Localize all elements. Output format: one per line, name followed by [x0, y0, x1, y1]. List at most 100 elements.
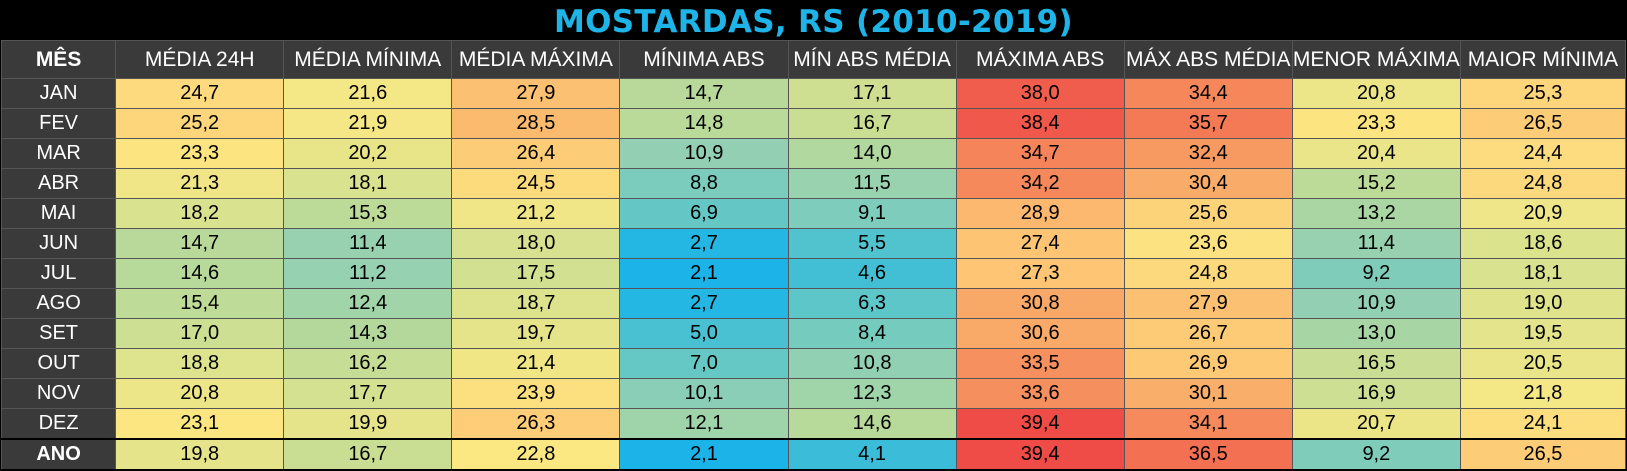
table-cell: 13,2: [1291, 198, 1461, 229]
table-row: MAI 18,2 15,3 21,2 6,9 9,1 28,9 25,6 13,2 20,9: [0, 198, 1627, 229]
table-row: DEZ 23,1 19,9 26,3 12,1 14,6 39,4 34,1 20,7 24,1: [0, 408, 1627, 440]
row-label: DEZ: [0, 408, 117, 440]
table-cell: 26,7: [1123, 318, 1293, 349]
table-cell: 18,1: [1459, 258, 1627, 289]
table-cell: 26,3: [451, 408, 621, 440]
table-cell: 15,3: [283, 198, 453, 229]
summary-row: ANO 19,8 16,7 22,8 2,1 4,1 39,4 36,5 9,2 26,5: [0, 438, 1627, 471]
column-header: MÍNIMA ABS: [619, 40, 789, 79]
table-cell: 25,3: [1459, 78, 1627, 109]
row-label: FEV: [0, 108, 117, 139]
row-label: SET: [0, 318, 117, 349]
table-cell: 10,8: [787, 348, 957, 379]
table-cell: 16,9: [1291, 378, 1461, 409]
table-cell: 38,4: [955, 108, 1125, 139]
row-label: AGO: [0, 288, 117, 319]
table-cell: 34,4: [1123, 78, 1293, 109]
row-label: NOV: [0, 378, 117, 409]
column-header: MÁXIMA ABS: [955, 40, 1125, 79]
table-cell: 16,7: [787, 108, 957, 139]
table-cell: 14,6: [787, 408, 957, 440]
table-cell: 17,0: [115, 318, 285, 349]
column-header: MENOR MÁXIMA: [1291, 40, 1461, 79]
table-cell: 22,8: [451, 438, 621, 471]
column-header: MAIOR MÍNIMA: [1459, 40, 1627, 79]
table-cell: 30,6: [955, 318, 1125, 349]
table-cell: 30,8: [955, 288, 1125, 319]
table-cell: 14,8: [619, 108, 789, 139]
table-row: JUN 14,7 11,4 18,0 2,7 5,5 27,4 23,6 11,4 18,6: [0, 228, 1627, 259]
table-cell: 14,0: [787, 138, 957, 169]
table-cell: 39,4: [955, 438, 1125, 471]
row-label: ANO: [0, 438, 117, 471]
row-label: JUL: [0, 258, 117, 289]
table-header: MÊS MÉDIA 24H MÉDIA MÍNIMA MÉDIA MÁXIMA MÍNI…: [0, 40, 1627, 79]
table-row: OUT 18,8 16,2 21,4 7,0 10,8 33,5 26,9 16,5 20,5: [0, 348, 1627, 379]
table-cell: 19,0: [1459, 288, 1627, 319]
table-cell: 7,0: [619, 348, 789, 379]
table-cell: 16,5: [1291, 348, 1461, 379]
table-cell: 11,4: [283, 228, 453, 259]
row-label: MAI: [0, 198, 117, 229]
table-cell: 24,7: [115, 78, 285, 109]
table-cell: 13,0: [1291, 318, 1461, 349]
table-cell: 11,4: [1291, 228, 1461, 259]
table-cell: 10,1: [619, 378, 789, 409]
table-cell: 6,9: [619, 198, 789, 229]
table-cell: 33,5: [955, 348, 1125, 379]
table-cell: 30,4: [1123, 168, 1293, 199]
table-row: JUL 14,6 11,2 17,5 2,1 4,6 27,3 24,8 9,2 18,1: [0, 258, 1627, 289]
table-cell: 24,8: [1123, 258, 1293, 289]
table-row: SET 17,0 14,3 19,7 5,0 8,4 30,6 26,7 13,0 19,5: [0, 318, 1627, 349]
table-cell: 33,6: [955, 378, 1125, 409]
table-cell: 25,6: [1123, 198, 1293, 229]
table-cell: 12,3: [787, 378, 957, 409]
table-cell: 27,9: [451, 78, 621, 109]
table-cell: 32,4: [1123, 138, 1293, 169]
table-cell: 20,8: [1291, 78, 1461, 109]
table-cell: 34,7: [955, 138, 1125, 169]
table-cell: 8,8: [619, 168, 789, 199]
table-cell: 24,8: [1459, 168, 1627, 199]
table-cell: 19,9: [283, 408, 453, 440]
table-cell: 17,5: [451, 258, 621, 289]
table-cell: 23,3: [115, 138, 285, 169]
table-cell: 4,6: [787, 258, 957, 289]
table-cell: 16,7: [283, 438, 453, 471]
table-cell: 15,2: [1291, 168, 1461, 199]
table-cell: 14,6: [115, 258, 285, 289]
table-cell: 26,5: [1459, 108, 1627, 139]
table-cell: 5,0: [619, 318, 789, 349]
column-header: MÁX ABS MÉDIA: [1123, 40, 1293, 79]
table-cell: 19,5: [1459, 318, 1627, 349]
table-cell: 8,4: [787, 318, 957, 349]
table-cell: 19,8: [115, 438, 285, 471]
table-cell: 9,2: [1291, 438, 1461, 471]
table-cell: 21,8: [1459, 378, 1627, 409]
climate-table: MÊS MÉDIA 24H MÉDIA MÍNIMA MÉDIA MÁXIMA MÍNI…: [0, 40, 1627, 471]
table-cell: 21,9: [283, 108, 453, 139]
table-cell: 23,6: [1123, 228, 1293, 259]
table-cell: 11,2: [283, 258, 453, 289]
table-cell: 18,0: [451, 228, 621, 259]
row-label: MAR: [0, 138, 117, 169]
table-cell: 14,7: [115, 228, 285, 259]
table-cell: 9,2: [1291, 258, 1461, 289]
table-cell: 10,9: [1291, 288, 1461, 319]
table-cell: 25,2: [115, 108, 285, 139]
table-cell: 18,1: [283, 168, 453, 199]
table-cell: 12,1: [619, 408, 789, 440]
table-cell: 20,7: [1291, 408, 1461, 440]
column-header: MÍN ABS MÉDIA: [787, 40, 957, 79]
table-cell: 21,4: [451, 348, 621, 379]
row-label: JUN: [0, 228, 117, 259]
table-cell: 28,9: [955, 198, 1125, 229]
table-cell: 24,4: [1459, 138, 1627, 169]
table-cell: 23,1: [115, 408, 285, 440]
table-title: MOSTARDAS, RS (2010-2019): [554, 4, 1073, 40]
table-cell: 34,2: [955, 168, 1125, 199]
table-cell: 12,4: [283, 288, 453, 319]
table-cell: 20,5: [1459, 348, 1627, 379]
table-row: MAR 23,3 20,2 26,4 10,9 14,0 34,7 32,4 20,4 24,4: [0, 138, 1627, 169]
